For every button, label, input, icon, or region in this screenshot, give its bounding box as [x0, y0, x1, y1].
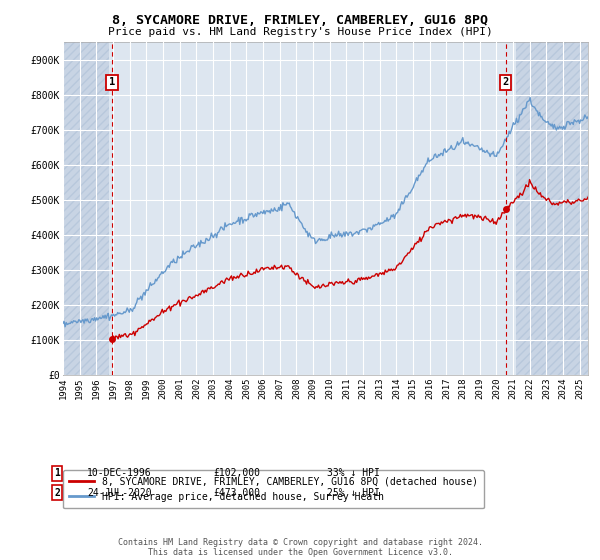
Bar [63, 42, 109, 375]
Text: 8, SYCAMORE DRIVE, FRIMLEY, CAMBERLEY, GU16 8PQ: 8, SYCAMORE DRIVE, FRIMLEY, CAMBERLEY, G… [112, 14, 488, 27]
Bar [517, 42, 590, 375]
Text: 1: 1 [109, 77, 115, 87]
Text: 33% ↓ HPI: 33% ↓ HPI [327, 468, 380, 478]
Text: Price paid vs. HM Land Registry's House Price Index (HPI): Price paid vs. HM Land Registry's House … [107, 27, 493, 37]
Text: 10-DEC-1996: 10-DEC-1996 [87, 468, 152, 478]
Text: £102,000: £102,000 [213, 468, 260, 478]
Text: 25% ↓ HPI: 25% ↓ HPI [327, 488, 380, 498]
Text: 1: 1 [54, 468, 60, 478]
Text: 2: 2 [54, 488, 60, 498]
Text: 2: 2 [503, 77, 509, 87]
Text: Contains HM Land Registry data © Crown copyright and database right 2024.
This d: Contains HM Land Registry data © Crown c… [118, 538, 482, 557]
Text: £473,000: £473,000 [213, 488, 260, 498]
Text: 24-JUL-2020: 24-JUL-2020 [87, 488, 152, 498]
Legend: 8, SYCAMORE DRIVE, FRIMLEY, CAMBERLEY, GU16 8PQ (detached house), HPI: Average p: 8, SYCAMORE DRIVE, FRIMLEY, CAMBERLEY, G… [62, 470, 484, 508]
